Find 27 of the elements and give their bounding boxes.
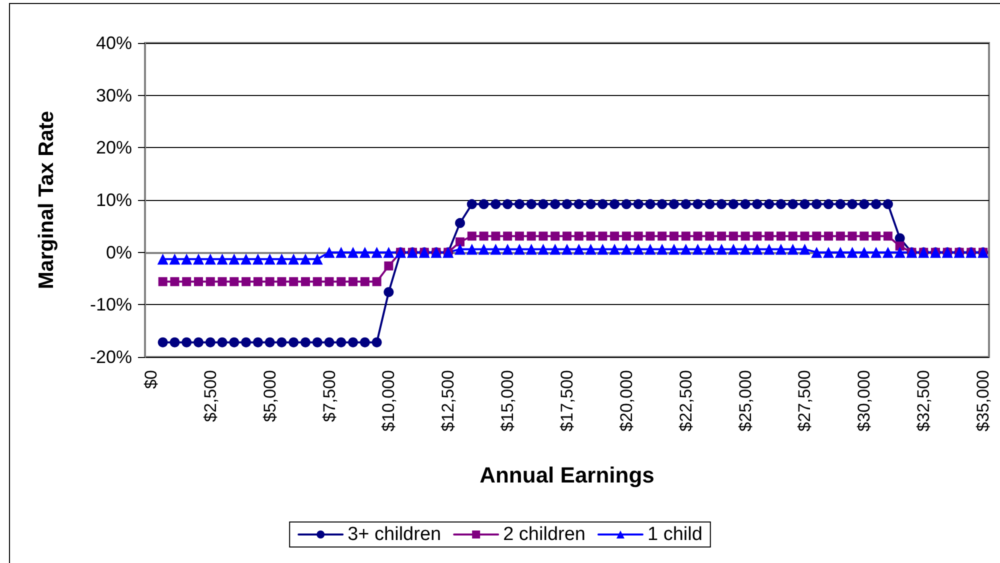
x-tick-label: $5,000 — [260, 370, 280, 422]
y-axis-title: Marginal Tax Rate — [35, 110, 58, 290]
x-tick-label: $2,500 — [200, 370, 220, 422]
x-tick-label: $0 — [141, 370, 160, 389]
x-tick-label: $30,000 — [854, 370, 874, 432]
x-tick-label: $12,500 — [438, 370, 458, 432]
x-tick-label: $17,500 — [558, 370, 576, 432]
x-tick-label: $22,500 — [676, 370, 696, 432]
x-tick-label: $32,500 — [914, 370, 934, 432]
x-tick-label: $20,000 — [616, 370, 636, 432]
x-tick-label: $15,000 — [498, 370, 518, 432]
legend-label: 3+ children — [348, 524, 442, 545]
x-tick-label: $35,000 — [974, 370, 993, 432]
y-tick-label: 40% — [96, 33, 132, 53]
legend-label: 1 child — [647, 524, 702, 545]
y-tick-label: 0% — [106, 242, 132, 262]
x-axis-title: Annual Earnings — [480, 462, 654, 488]
x-tick-label: $7,500 — [320, 370, 339, 422]
legend-label: 2 children — [503, 524, 586, 545]
y-tick-label: 10% — [96, 190, 132, 210]
x-tick-label: $10,000 — [379, 370, 398, 432]
y-tick-label: -20% — [90, 347, 132, 367]
y-tick-label: 20% — [96, 138, 132, 158]
y-tick-label: -10% — [90, 294, 132, 315]
x-tick-label: $27,500 — [795, 370, 814, 432]
y-tick-label: 30% — [96, 85, 132, 106]
x-tick-label: $25,000 — [736, 370, 755, 432]
